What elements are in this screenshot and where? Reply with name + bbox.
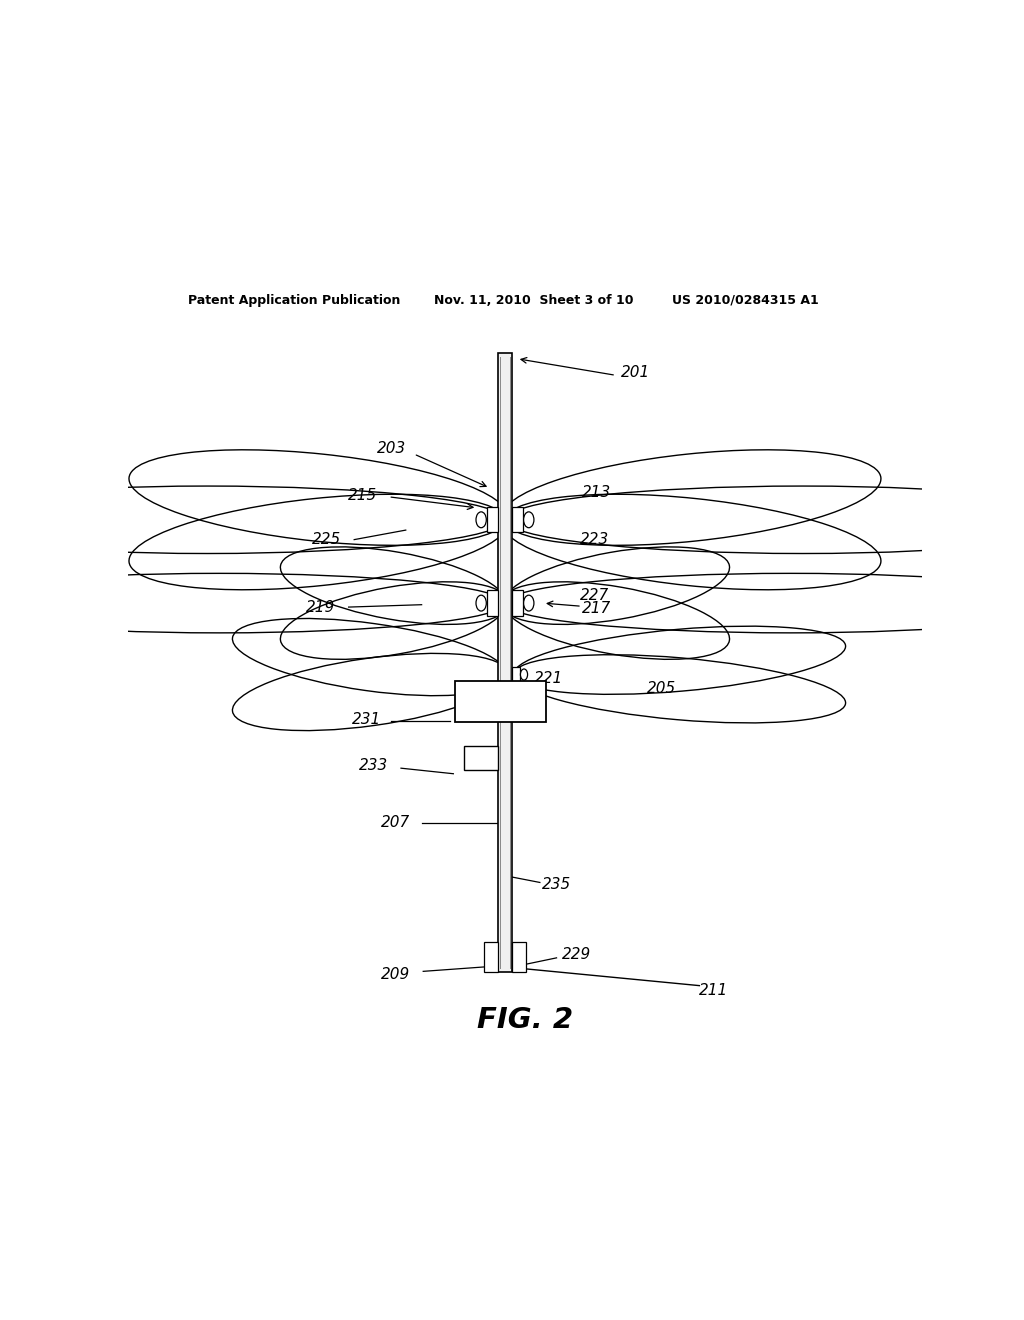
Text: 211: 211 xyxy=(699,983,728,998)
Text: 201: 201 xyxy=(622,366,650,380)
Ellipse shape xyxy=(476,595,486,611)
Text: 205: 205 xyxy=(647,681,676,697)
Text: 207: 207 xyxy=(381,816,410,830)
Bar xyxy=(483,942,498,972)
Text: 227: 227 xyxy=(580,587,609,603)
Text: 215: 215 xyxy=(347,488,377,503)
Bar xyxy=(486,507,498,532)
Bar xyxy=(512,507,523,532)
Text: 229: 229 xyxy=(562,948,591,962)
Text: 223: 223 xyxy=(580,532,609,546)
Text: Patent Application Publication: Patent Application Publication xyxy=(187,293,400,306)
Bar xyxy=(512,942,526,972)
Text: 225: 225 xyxy=(311,532,341,546)
Text: FIG. 2: FIG. 2 xyxy=(477,1006,572,1034)
Text: 213: 213 xyxy=(582,484,611,499)
Text: 233: 233 xyxy=(359,758,389,774)
Bar xyxy=(512,590,523,616)
Ellipse shape xyxy=(523,512,534,528)
Text: US 2010/0284315 A1: US 2010/0284315 A1 xyxy=(672,293,818,306)
Ellipse shape xyxy=(520,669,527,680)
Bar xyxy=(455,681,546,722)
Text: Nov. 11, 2010  Sheet 3 of 10: Nov. 11, 2010 Sheet 3 of 10 xyxy=(433,293,633,306)
Ellipse shape xyxy=(523,595,534,611)
Bar xyxy=(512,668,520,681)
Text: 231: 231 xyxy=(351,713,381,727)
Text: 209: 209 xyxy=(381,968,410,982)
Text: 217: 217 xyxy=(582,601,611,616)
Ellipse shape xyxy=(476,512,486,528)
Text: 235: 235 xyxy=(542,878,571,892)
Text: 221: 221 xyxy=(534,671,563,686)
Bar xyxy=(465,746,498,770)
Text: 203: 203 xyxy=(377,441,407,455)
Text: 219: 219 xyxy=(306,599,336,615)
Bar xyxy=(486,590,498,616)
Bar xyxy=(498,354,512,972)
